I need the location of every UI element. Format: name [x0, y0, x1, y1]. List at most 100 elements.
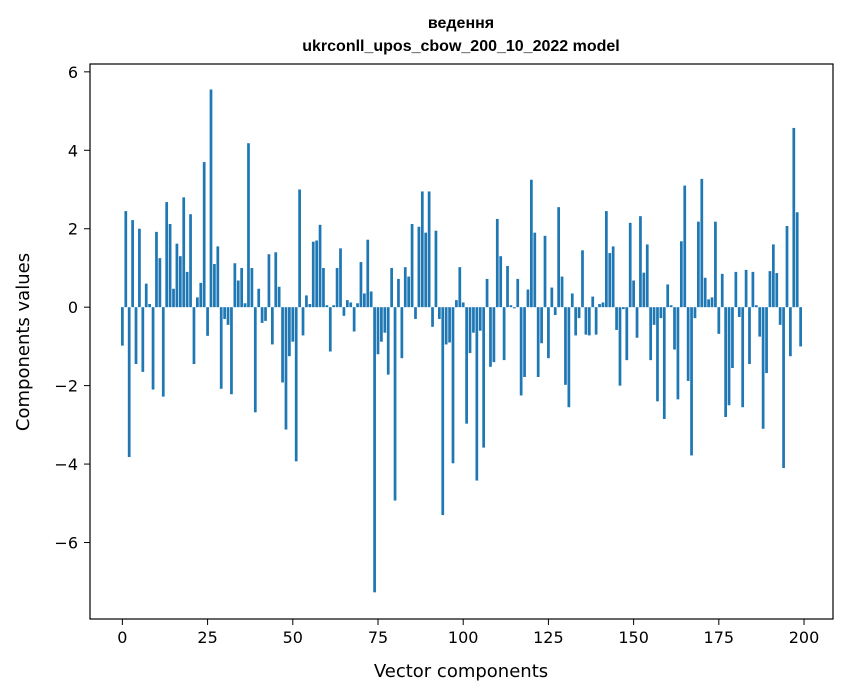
bar: [458, 267, 462, 308]
bar: [567, 307, 571, 408]
bar: [550, 287, 554, 308]
bar: [363, 293, 366, 308]
bar: [530, 179, 533, 308]
bar: [206, 307, 209, 336]
bar: [526, 289, 530, 308]
bar: [199, 282, 203, 308]
bar: [332, 305, 336, 308]
bar: [121, 307, 124, 346]
bar: [172, 288, 175, 308]
bar: [679, 241, 683, 308]
bar: [308, 304, 312, 308]
bar: [284, 307, 288, 430]
bar: [410, 224, 414, 308]
y-tick-label: −4: [54, 455, 78, 474]
bar: [761, 307, 765, 429]
bar: [356, 303, 359, 308]
bar: [209, 89, 213, 308]
bar: [611, 246, 615, 308]
bar: [731, 307, 734, 368]
bar: [134, 307, 138, 365]
bar: [301, 307, 305, 336]
bar: [475, 307, 479, 481]
bar: [182, 197, 186, 308]
bar: [560, 276, 564, 308]
bar: [628, 222, 632, 308]
bar: [243, 303, 247, 308]
y-axis-label: Components values: [13, 253, 34, 431]
bar: [625, 307, 629, 361]
bar: [213, 264, 216, 308]
bar: [703, 277, 707, 308]
bar: [492, 307, 496, 363]
bar: [431, 307, 434, 327]
bar: [523, 307, 526, 377]
bar: [124, 211, 128, 308]
bar: [635, 307, 639, 338]
bar: [714, 221, 717, 308]
bar: [270, 307, 274, 345]
bar: [652, 307, 656, 325]
bar: [543, 235, 547, 308]
bar-series: [121, 89, 802, 593]
bar: [782, 307, 785, 468]
bar: [403, 267, 407, 308]
y-tick-label: −6: [54, 534, 78, 553]
bar: [383, 307, 387, 333]
bar: [594, 307, 598, 335]
bar: [202, 162, 206, 308]
bar: [683, 185, 687, 308]
bar: [724, 307, 728, 417]
bar: [499, 256, 503, 308]
x-tick-label: 25: [197, 628, 217, 647]
bar: [349, 302, 353, 308]
bar: [649, 307, 653, 361]
bar: [686, 307, 690, 381]
bar: [277, 286, 281, 308]
bar: [547, 307, 550, 359]
x-axis-ticks: 0 25 50 75 100 125 150 175 200: [117, 619, 819, 647]
bar: [345, 300, 349, 308]
bar: [397, 278, 400, 308]
bar: [581, 250, 584, 308]
bar: [557, 207, 560, 308]
bar: [335, 267, 339, 308]
bar: [748, 307, 751, 365]
bar: [192, 307, 196, 365]
bar: [751, 271, 755, 308]
bar: [325, 305, 329, 308]
bar: [151, 307, 155, 390]
bar: [697, 221, 700, 308]
bar: [264, 307, 267, 321]
bar: [577, 307, 581, 319]
bar: [758, 307, 762, 337]
bar: [322, 267, 325, 308]
bar: [506, 266, 509, 308]
bar: [564, 307, 567, 385]
bar: [604, 211, 608, 308]
bar: [444, 307, 448, 345]
bar: [298, 189, 301, 308]
bar: [465, 307, 468, 424]
bar: [233, 263, 237, 308]
bar: [223, 307, 226, 319]
bar: [165, 202, 169, 308]
bar: [376, 307, 380, 355]
bar: [533, 232, 537, 308]
bar: [168, 224, 172, 308]
bar: [427, 191, 431, 308]
bar: [570, 293, 574, 308]
bar: [226, 307, 230, 325]
bar: [247, 143, 250, 308]
bar: [189, 214, 192, 308]
bar: [216, 246, 220, 308]
bar: [587, 307, 591, 336]
bar: [553, 307, 557, 316]
bar: [393, 307, 397, 501]
bar: [250, 267, 254, 308]
bar: [662, 307, 666, 419]
bar: [138, 228, 141, 308]
bar: [710, 297, 714, 308]
bar: [414, 307, 417, 319]
bar: [424, 232, 428, 308]
